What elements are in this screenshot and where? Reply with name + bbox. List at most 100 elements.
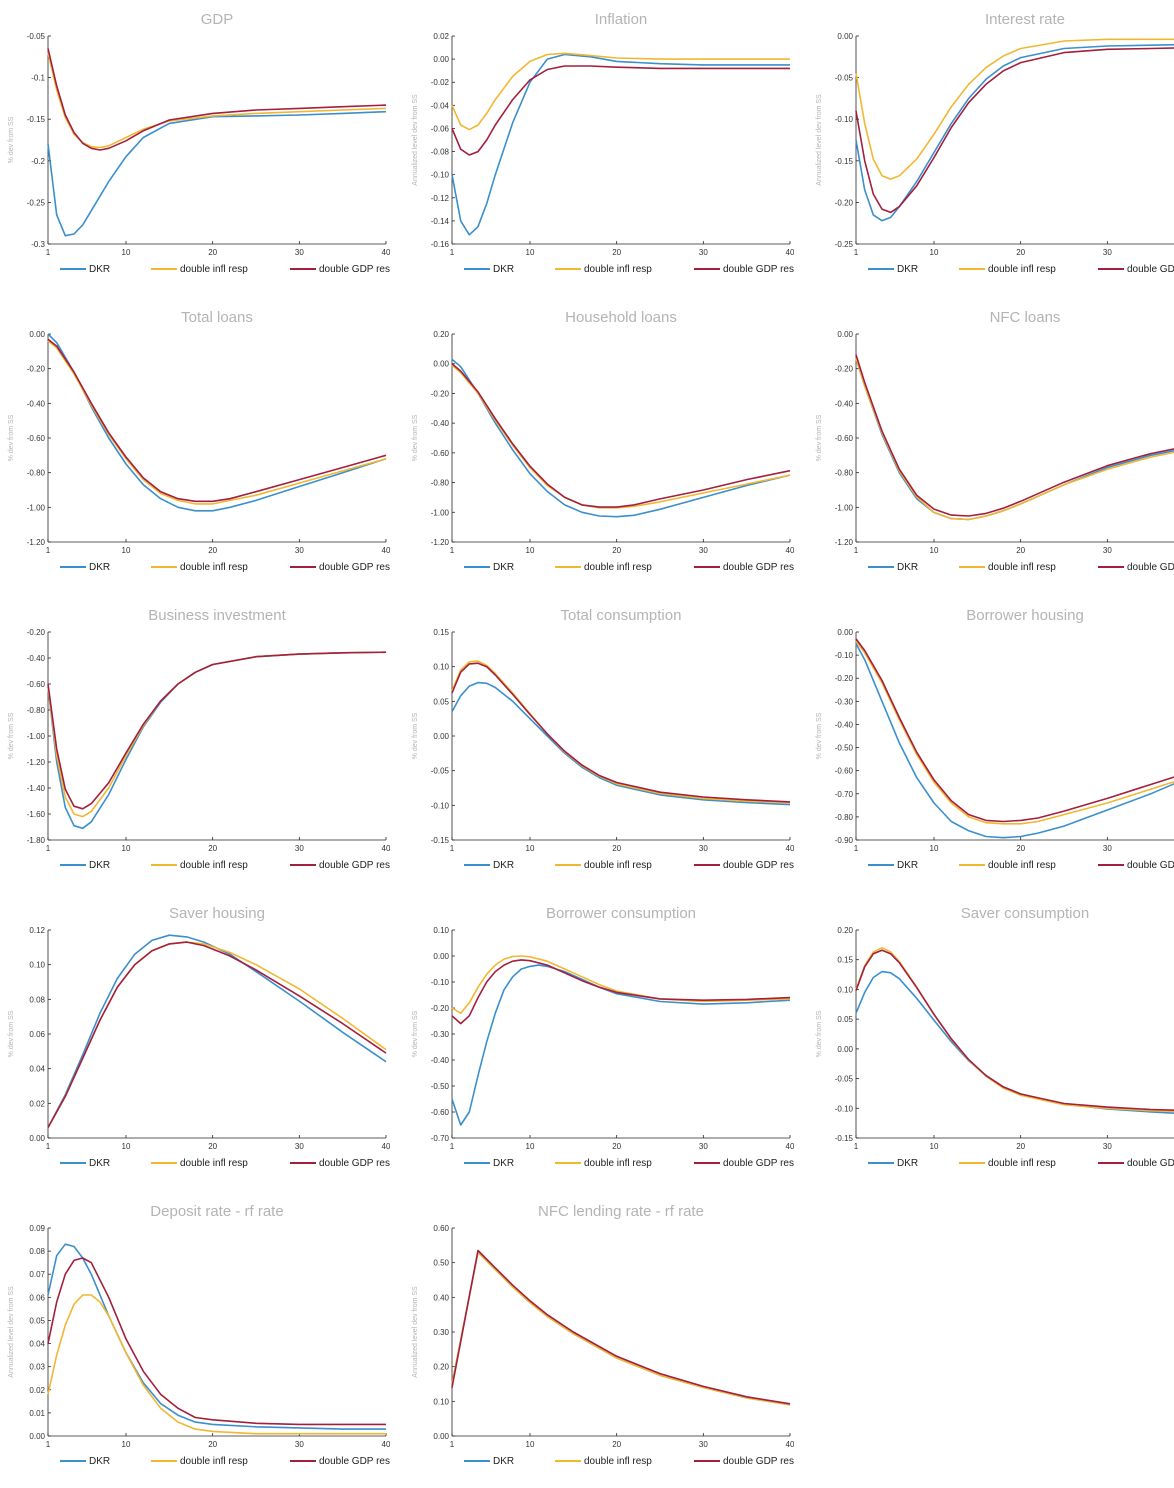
x-tick-label: 40 [786, 248, 794, 257]
series-line-double-infl-resp [855, 358, 1174, 521]
y-axis-label: % dev from SS [816, 1010, 823, 1057]
y-tick-label: -0.90 [835, 836, 854, 845]
series-line-double-gdp-resp [47, 338, 387, 503]
series-line-double-gdp-resp [451, 662, 791, 803]
x-tick-label: 10 [526, 844, 535, 853]
chart-title: Deposit rate - rf rate [150, 1203, 283, 1220]
x-tick-label: 1 [854, 248, 859, 257]
legend-label: double infl resp [584, 562, 652, 573]
legend-label: double GDP resp [319, 1456, 390, 1467]
chart-title: Borrower housing [966, 607, 1084, 624]
x-tick-label: 40 [382, 844, 390, 853]
series-line-dkr [855, 43, 1174, 222]
x-tick-label: 30 [295, 1440, 304, 1449]
x-tick-label: 1 [46, 1142, 51, 1151]
y-tick-label: 0.04 [29, 1065, 45, 1074]
series-line-double-gdp-resp [855, 949, 1174, 1111]
y-tick-label: -0.16 [431, 240, 450, 249]
legend-label: double GDP resp [319, 562, 390, 573]
y-tick-label: 0.00 [433, 952, 449, 961]
series-line-dkr [855, 643, 1174, 839]
chart-panel: Deposit rate - rf rate Annualized level d… [0, 1192, 390, 1488]
chart-title: Borrower consumption [546, 905, 696, 922]
chart-title: Business investment [148, 607, 286, 624]
y-axis-label: % dev from SS [8, 116, 15, 163]
legend-label: double infl resp [988, 264, 1056, 275]
y-tick-label: -0.40 [431, 1056, 450, 1065]
y-tick-label: -0.40 [27, 399, 46, 408]
x-tick-label: 20 [208, 546, 217, 555]
y-tick-label: -0.20 [27, 365, 46, 374]
y-tick-label: -0.60 [27, 434, 46, 443]
y-tick-label: -0.3 [31, 240, 45, 249]
y-tick-label: 0.00 [433, 1432, 449, 1441]
chart-svg: Total loans % dev from SS 0.00 -0.20 -0.40 -0… [8, 309, 390, 573]
y-tick-label: -0.50 [835, 744, 854, 753]
chart-title: Saver consumption [961, 905, 1089, 922]
series-line-double-infl-resp [855, 947, 1174, 1113]
legend-label: DKR [897, 860, 918, 871]
legend-label: double GDP resp [319, 264, 390, 275]
series-line-double-infl-resp [451, 52, 790, 131]
chart-svg: Saver consumption % dev from SS 0.20 0.15 0.… [816, 905, 1174, 1169]
y-axis-label: Annualized level dev from SS [412, 94, 419, 186]
x-tick-label: 10 [930, 1142, 939, 1151]
x-tick-label: 30 [699, 1142, 708, 1151]
legend-label: double infl resp [988, 562, 1056, 573]
x-tick-label: 30 [1103, 248, 1112, 257]
x-tick-label: 20 [612, 844, 621, 853]
series-line-dkr [451, 358, 791, 518]
y-tick-label: 0.30 [433, 1328, 449, 1337]
x-tick-label: 40 [786, 844, 794, 853]
y-tick-label: 0.00 [837, 330, 853, 339]
y-tick-label: -0.10 [835, 115, 854, 124]
x-tick-label: 10 [122, 1440, 131, 1449]
y-axis-label: % dev from SS [8, 712, 15, 759]
y-tick-label: -0.08 [431, 148, 450, 157]
y-tick-label: -0.12 [431, 194, 450, 203]
x-tick-label: 30 [699, 546, 708, 555]
y-tick-label: -0.60 [27, 680, 46, 689]
series-line-dkr [451, 53, 790, 236]
x-tick-label: 1 [46, 546, 51, 555]
series-line-dkr [47, 110, 387, 237]
chart-panel: Saver consumption % dev from SS 0.20 0.15 0.… [808, 894, 1174, 1190]
y-tick-label: -0.60 [835, 767, 854, 776]
x-tick-label: 20 [612, 546, 621, 555]
y-tick-label: -0.2 [31, 157, 45, 166]
legend-label: double infl resp [180, 1158, 248, 1169]
y-tick-label: 0.10 [433, 663, 449, 672]
y-axis-label: % dev from SS [412, 414, 419, 461]
y-tick-label: 0.09 [29, 1224, 45, 1233]
y-tick-label: -0.25 [27, 198, 46, 207]
x-tick-label: 10 [526, 248, 535, 257]
series-line-double-infl-resp [47, 941, 387, 1128]
y-tick-label: 0.12 [29, 926, 45, 935]
chart-panel: Borrower housing % dev from SS 0.00 -0.10 -0… [808, 596, 1174, 892]
x-tick-label: 20 [612, 1142, 621, 1151]
y-tick-label: -0.05 [27, 32, 46, 41]
x-tick-label: 10 [122, 844, 131, 853]
x-tick-label: 20 [1016, 248, 1025, 257]
series-line-double-infl-resp [47, 651, 387, 818]
x-tick-label: 30 [699, 248, 708, 257]
chart-svg: Household loans % dev from SS 0.20 0.00 -0.2… [412, 309, 794, 573]
y-axis-label: % dev from SS [816, 414, 823, 461]
x-tick-label: 20 [612, 1440, 621, 1449]
y-tick-label: 0.06 [29, 1293, 45, 1302]
y-tick-label: 0.10 [29, 961, 45, 970]
chart-panel: GDP % dev from SS -0.05 -0.1 -0.15 -0.2 -0.25 -… [0, 0, 390, 296]
y-tick-label: -0.10 [431, 978, 450, 987]
chart-title: NFC lending rate - rf rate [538, 1203, 704, 1220]
x-tick-label: 20 [208, 248, 217, 257]
legend-label: double GDP resp [319, 860, 390, 871]
x-tick-label: 40 [382, 1142, 390, 1151]
legend-label: double infl resp [180, 860, 248, 871]
y-tick-label: -1.60 [27, 810, 46, 819]
legend-label: double infl resp [584, 1158, 652, 1169]
y-tick-label: -0.80 [27, 469, 46, 478]
x-tick-label: 40 [786, 1142, 794, 1151]
chart-title: Inflation [595, 11, 648, 28]
x-tick-label: 10 [526, 1440, 535, 1449]
y-axis-label: % dev from SS [412, 1010, 419, 1057]
